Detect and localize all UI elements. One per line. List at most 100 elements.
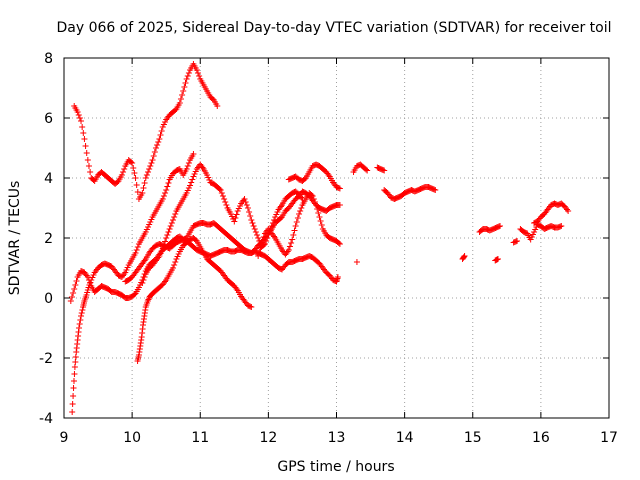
data-point bbox=[271, 217, 278, 223]
data-point bbox=[85, 277, 92, 283]
data-point bbox=[290, 232, 297, 238]
data-point bbox=[222, 199, 229, 205]
data-point bbox=[143, 172, 150, 178]
data-point bbox=[190, 151, 197, 157]
x-tick-label: 11 bbox=[191, 430, 209, 446]
data-point bbox=[134, 189, 141, 195]
data-point bbox=[147, 163, 154, 169]
data-point bbox=[70, 378, 77, 384]
data-point bbox=[233, 211, 240, 218]
data-point bbox=[159, 196, 166, 202]
y-tick-label: 8 bbox=[44, 51, 53, 67]
data-point bbox=[260, 234, 267, 240]
data-point bbox=[68, 294, 75, 300]
data-point bbox=[176, 100, 183, 106]
data-point bbox=[172, 259, 179, 265]
data-point bbox=[248, 304, 255, 310]
data-point bbox=[250, 223, 257, 229]
data-point bbox=[76, 321, 83, 327]
data-point bbox=[120, 169, 127, 175]
data-point bbox=[145, 169, 152, 175]
data-point bbox=[297, 208, 304, 214]
data-point bbox=[296, 211, 303, 217]
data-point bbox=[432, 187, 439, 193]
x-tick-label: 10 bbox=[123, 430, 141, 446]
data-point bbox=[258, 241, 265, 247]
data-point bbox=[146, 166, 153, 172]
data-point bbox=[353, 259, 360, 265]
data-point bbox=[214, 103, 221, 109]
series-track-r bbox=[531, 200, 572, 226]
data-point bbox=[242, 199, 249, 205]
data-point bbox=[70, 290, 77, 296]
data-point bbox=[188, 179, 195, 186]
data-point bbox=[243, 202, 250, 208]
data-point bbox=[565, 208, 572, 214]
data-point bbox=[231, 218, 238, 225]
data-point bbox=[149, 157, 156, 163]
x-tick-label: 14 bbox=[396, 430, 414, 446]
data-point bbox=[73, 278, 80, 284]
data-point bbox=[133, 247, 140, 253]
data-point bbox=[194, 70, 201, 76]
data-point bbox=[246, 209, 253, 215]
data-point bbox=[164, 183, 171, 190]
data-point bbox=[187, 182, 194, 189]
data-point bbox=[461, 253, 468, 259]
data-point bbox=[76, 115, 83, 121]
data-point bbox=[141, 274, 148, 280]
data-point bbox=[336, 241, 343, 247]
series-track-h bbox=[285, 161, 343, 192]
data-point bbox=[183, 76, 190, 82]
data-point bbox=[315, 210, 322, 216]
data-point bbox=[248, 217, 255, 223]
data-point bbox=[251, 226, 258, 232]
series-track-f bbox=[122, 236, 341, 285]
x-axis-label: GPS time / hours bbox=[277, 459, 394, 475]
series-track-j bbox=[374, 164, 388, 174]
data-point bbox=[247, 213, 254, 219]
series-track-b bbox=[69, 151, 197, 415]
data-point bbox=[298, 205, 305, 211]
data-point bbox=[131, 170, 138, 176]
x-tick-labels: 9 10 11 12 13 14 15 16 17 bbox=[60, 430, 618, 446]
data-point bbox=[121, 166, 128, 172]
series-track-e bbox=[139, 161, 306, 286]
data-point bbox=[141, 180, 148, 186]
data-point bbox=[81, 136, 88, 142]
data-point bbox=[148, 160, 155, 166]
data-point bbox=[494, 256, 501, 262]
data-point bbox=[157, 132, 164, 138]
data-point bbox=[150, 153, 157, 159]
data-point bbox=[497, 223, 503, 229]
data-point bbox=[127, 159, 134, 165]
x-tick-label: 17 bbox=[600, 430, 618, 446]
chart-title: Day 066 of 2025, Sidereal Day-to-day VTE… bbox=[56, 20, 611, 36]
data-point bbox=[82, 143, 89, 149]
data-point bbox=[310, 196, 317, 202]
data-point bbox=[140, 277, 147, 283]
data-point bbox=[514, 238, 521, 244]
data-point bbox=[134, 244, 141, 250]
data-point bbox=[84, 274, 91, 280]
data-point bbox=[293, 219, 300, 225]
data-point bbox=[164, 232, 171, 238]
data-point bbox=[78, 313, 85, 319]
series-track-p bbox=[510, 238, 521, 246]
data-point bbox=[87, 280, 94, 286]
series-track-l bbox=[353, 259, 360, 265]
series-track-k bbox=[381, 184, 439, 202]
data-point bbox=[291, 227, 298, 234]
y-tick-label: 6 bbox=[44, 111, 53, 127]
x-tick-label: 9 bbox=[60, 430, 69, 446]
data-point bbox=[75, 325, 82, 331]
data-point bbox=[72, 282, 79, 288]
data-point bbox=[244, 205, 251, 211]
y-tick-labels: -4 -2 0 2 4 6 8 bbox=[39, 51, 53, 427]
data-point bbox=[309, 193, 316, 199]
data-point bbox=[165, 180, 172, 186]
data-point bbox=[172, 211, 179, 217]
data-point bbox=[79, 307, 86, 313]
data-point bbox=[311, 199, 318, 205]
